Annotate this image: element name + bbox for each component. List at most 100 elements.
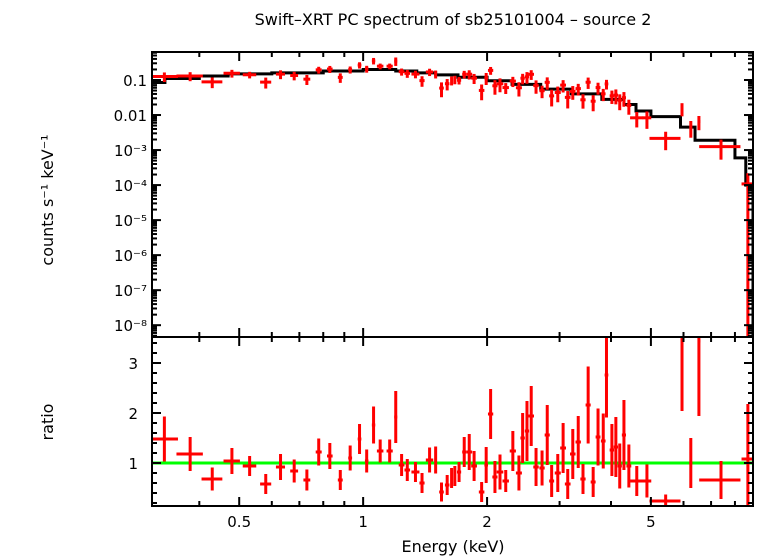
- spectrum-data-point: [630, 111, 644, 128]
- ratio-data-point: [549, 465, 555, 497]
- spectrum-data-point: [484, 73, 488, 85]
- spectrum-data-point: [398, 68, 405, 76]
- spectrum-data-point: [275, 70, 286, 80]
- ratio-data-point: [569, 429, 576, 479]
- ratio-data-point: [609, 424, 615, 476]
- spectrum-data-point: [462, 70, 467, 79]
- spectrum-data-point: [528, 70, 534, 80]
- spectrum-data-point: [600, 88, 606, 102]
- x-axis-label: Energy (keV): [401, 537, 504, 556]
- spectrum-data-point: [496, 78, 504, 93]
- y-tick-label: 10⁻⁷: [114, 282, 147, 300]
- model-step-line: [152, 67, 753, 337]
- spectrum-data-point: [699, 139, 741, 160]
- ratio-data-point: [642, 464, 652, 498]
- spectrum-data-point: [371, 57, 376, 65]
- spectrum-data-point: [626, 99, 632, 115]
- spectrum-data-point: [357, 62, 362, 69]
- axes: 0.5 1 2 5 0.1 0.01 10⁻³ 10⁻⁴ 10⁻⁵ 10⁻⁶ 10⁻⁷ 10⁻⁸ 1 2 3: [114, 51, 754, 531]
- ratio-data-point: [595, 408, 601, 466]
- ratio-data-point: [260, 474, 272, 494]
- ratio-data-point: [630, 466, 644, 496]
- ratio-data-point: [533, 448, 539, 486]
- y-tick-label: 10⁻⁶: [114, 247, 147, 265]
- spectrum-data-point: [617, 94, 622, 111]
- spectrum-data-point: [585, 77, 591, 89]
- ratio-data-point: [509, 431, 516, 471]
- ratio-data-point: [520, 413, 525, 463]
- ratio-data-point: [590, 467, 596, 497]
- spectrum-data-point: [569, 86, 576, 100]
- spectrum-data-point: [554, 86, 561, 103]
- ratio-data-point: [697, 337, 701, 416]
- spectrum-data-point: [478, 84, 485, 101]
- ratio-data-point: [496, 454, 504, 490]
- spectrum-data-point: [520, 73, 525, 85]
- spectrum-data-point: [621, 92, 627, 107]
- spectrum-data-point: [439, 82, 444, 98]
- spectrum-data-point: [492, 80, 498, 95]
- spectrum-data-point: [376, 63, 384, 70]
- spectrum-data-point: [450, 76, 454, 86]
- ratio-data-point: [425, 447, 434, 473]
- spectrum-data-point: [327, 65, 333, 74]
- ratio-data-point: [176, 437, 203, 471]
- spectrum-data-point: [364, 65, 369, 73]
- spectrum-data-point: [453, 75, 457, 85]
- x-tick-label: 5: [646, 513, 656, 531]
- ratio-data-point: [394, 391, 398, 443]
- ratio-data-point: [554, 454, 561, 492]
- ratio-data-point: [386, 439, 393, 463]
- spectrum-data-point: [152, 72, 178, 83]
- spectrum-data-point: [444, 79, 450, 91]
- ratio-data-point: [315, 438, 322, 466]
- spectrum-data-point: [303, 74, 311, 85]
- spectrum-data-point: [544, 77, 550, 90]
- ratio-data-point: [564, 469, 571, 499]
- y-tick-label: 2: [128, 405, 138, 423]
- ratio-data-point: [444, 475, 450, 495]
- spectrum-data-point: [201, 77, 223, 89]
- ratio-data-point: [689, 438, 693, 488]
- ratio-data-point: [348, 445, 353, 471]
- spectrum-panel: [152, 57, 753, 337]
- spectrum-data-point: [394, 57, 398, 66]
- ratio-data-point: [487, 389, 494, 439]
- ratio-frame: [151, 336, 754, 507]
- x-tick-label: 2: [482, 513, 492, 531]
- ratio-data-point: [404, 459, 411, 481]
- y-tick-label: 10⁻³: [114, 142, 147, 160]
- ratio-data-point: [492, 461, 498, 493]
- ratio-data-point: [419, 473, 425, 493]
- ratio-panel: [152, 337, 753, 506]
- ratio-data-point: [201, 467, 223, 491]
- ratio-data-point: [223, 448, 240, 474]
- ratio-data-point: [544, 405, 550, 465]
- spectrum-data-point: [471, 73, 477, 85]
- ratio-data-point: [327, 443, 333, 469]
- ratio-data-point: [741, 404, 753, 506]
- chart-title: Swift–XRT PC spectrum of sb25101004 – so…: [255, 10, 652, 29]
- spectrum-data-point: [315, 66, 322, 74]
- spectrum-data-point: [515, 82, 522, 97]
- ratio-data-point: [439, 482, 444, 502]
- ratio-data-point: [626, 444, 632, 488]
- y-tick-label: 10⁻⁵: [114, 212, 147, 230]
- ratio-data-point: [450, 468, 454, 488]
- ratio-data-point: [462, 437, 467, 467]
- top-y-axis-label: counts s⁻¹ keV⁻¹: [38, 134, 57, 265]
- spectrum-data-point: [649, 131, 681, 151]
- ratio-data-point: [580, 464, 586, 494]
- spectrum-data-point: [604, 79, 609, 90]
- ratio-data-point: [617, 443, 622, 489]
- spectrum-data-point: [595, 82, 601, 95]
- y-tick-label: 10⁻⁴: [114, 177, 147, 195]
- spectrum-data-point: [411, 70, 420, 79]
- ratio-data-point: [411, 462, 420, 482]
- y-tick-label: 0.01: [114, 107, 147, 125]
- bottom-y-axis-label: ratio: [38, 404, 57, 441]
- spectrum-data-point: [404, 69, 411, 78]
- ratio-data-point: [471, 451, 477, 481]
- spectrum-data-point: [502, 83, 509, 94]
